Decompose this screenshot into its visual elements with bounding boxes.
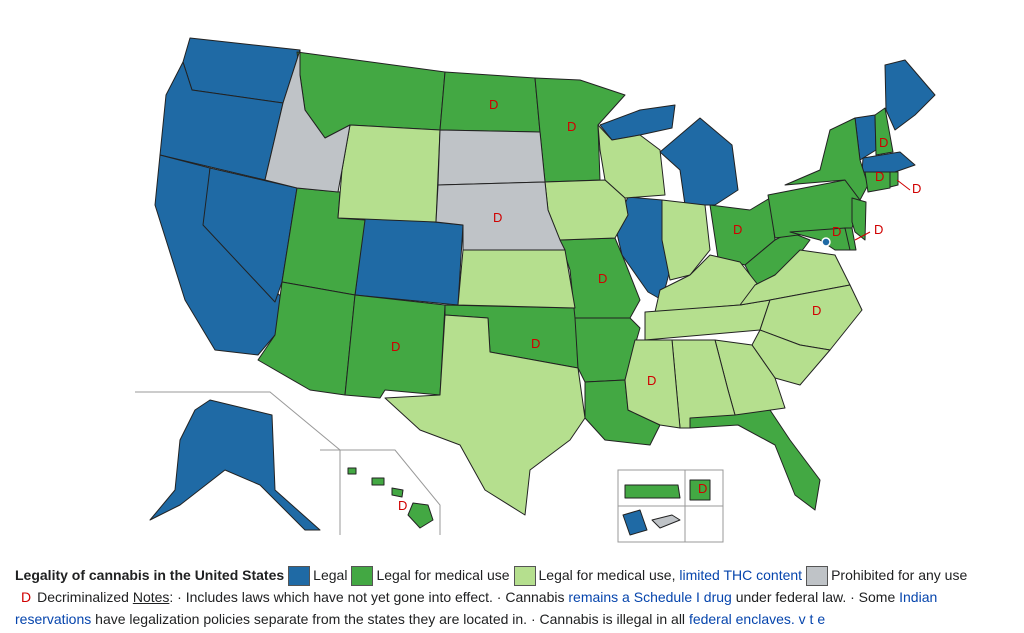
state-massachusetts[interactable] xyxy=(861,151,916,173)
decriminalized-marker-9: D xyxy=(879,135,888,150)
state-iowa[interactable] xyxy=(544,179,629,241)
decriminalized-marker-14: D xyxy=(698,481,707,496)
state-new-york[interactable] xyxy=(784,117,869,201)
state-mississippi[interactable] xyxy=(624,339,681,429)
state-rhode-island[interactable] xyxy=(889,171,899,188)
state-alaska[interactable] xyxy=(149,399,321,531)
decriminalized-marker-6: D xyxy=(647,373,656,388)
limited-thc-link[interactable]: limited THC content xyxy=(679,567,803,583)
decriminalized-marker-7: D xyxy=(812,303,821,318)
decriminalized-marker-4: D xyxy=(391,339,400,354)
legend-label-prohibited: Prohibited for any use xyxy=(831,567,968,583)
state-new-jersey[interactable] xyxy=(851,197,867,241)
inset-borders xyxy=(135,391,724,543)
decriminalized-marker-8: D xyxy=(733,222,742,237)
note-text-1: : · Includes laws which have not yet gon… xyxy=(169,589,569,606)
decriminalized-marker-5: D xyxy=(531,336,540,351)
legend-title: Legality of cannabis in the United State… xyxy=(15,567,285,583)
decriminalized-marker-0: D xyxy=(489,97,498,112)
decriminalized-markers: D D D D D D D D D D D D D D D D xyxy=(391,97,921,513)
note-text-2: under federal law. · Some xyxy=(731,589,900,606)
decriminalized-marker-symbol: D xyxy=(21,589,32,606)
state-new-hampshire[interactable] xyxy=(874,107,894,156)
callout-lines xyxy=(854,179,911,241)
legend-label-limited: Legal for medical use, xyxy=(538,567,680,583)
swatch-medical xyxy=(351,566,374,587)
state-nebraska[interactable] xyxy=(435,181,566,251)
decriminalized-marker-11: D xyxy=(912,181,921,196)
state-puerto-rico[interactable] xyxy=(622,509,648,536)
legend-label-medical: Legal for medical use xyxy=(376,567,510,583)
state-maryland[interactable] xyxy=(789,227,853,251)
state-florida[interactable] xyxy=(687,409,821,511)
swatch-limited-thc xyxy=(513,566,536,587)
state-colorado[interactable] xyxy=(354,214,464,306)
swatch-legal xyxy=(288,566,311,587)
state-michigan[interactable] xyxy=(659,117,739,206)
reservations-link[interactable]: reservations xyxy=(15,611,92,628)
note-text-end: . xyxy=(790,611,795,628)
federal-enclaves-link[interactable]: federal enclaves xyxy=(688,611,791,628)
state-texas[interactable] xyxy=(384,314,586,516)
legal-states xyxy=(149,37,936,536)
decriminalized-marker-1: D xyxy=(567,119,576,134)
note-text-3: have legalization policies separate from… xyxy=(91,611,689,628)
state-delaware[interactable] xyxy=(844,227,857,251)
state-kansas[interactable] xyxy=(457,249,576,309)
state-hawaii[interactable] xyxy=(407,502,434,529)
decriminalized-marker-15: D xyxy=(398,498,407,513)
decriminalized-marker-13: D xyxy=(832,224,841,239)
indian-link[interactable]: Indian xyxy=(899,589,938,606)
prohibited-states xyxy=(264,49,681,529)
state-missouri[interactable] xyxy=(559,237,641,319)
state-connecticut[interactable] xyxy=(864,171,891,193)
legend-label-legal: Legal xyxy=(313,567,348,583)
dc-marker[interactable] xyxy=(821,237,831,247)
state-puerto-rico-main[interactable] xyxy=(624,484,681,499)
decriminalized-marker-2: D xyxy=(493,210,502,225)
us-cannabis-map: D D D D D D D D D D D D D D D D xyxy=(135,37,936,543)
decriminalized-marker-12: D xyxy=(874,222,883,237)
state-usvi[interactable] xyxy=(689,479,711,501)
schedule-i-link[interactable]: remains a Schedule I drug xyxy=(568,589,732,606)
swatch-prohibited xyxy=(806,566,829,587)
state-wisconsin[interactable] xyxy=(597,124,666,199)
decriminalized-label: Decriminalized xyxy=(37,589,129,606)
state-hawaii-islands[interactable] xyxy=(347,467,404,498)
state-south-dakota[interactable] xyxy=(437,129,546,186)
territory-guam-samoa[interactable] xyxy=(651,514,681,529)
state-alabama[interactable] xyxy=(671,339,736,429)
decriminalized-marker-3: D xyxy=(598,271,607,286)
state-idaho[interactable] xyxy=(264,49,351,193)
medical-states xyxy=(257,51,899,529)
state-maine[interactable] xyxy=(884,59,936,131)
state-montana[interactable] xyxy=(296,51,446,139)
limited-thc-states xyxy=(337,124,863,516)
vte-links[interactable]: v t e xyxy=(798,611,826,628)
map-legend: Legality of cannabis in the United State… xyxy=(15,564,1019,630)
decriminalized-marker-10: D xyxy=(875,169,884,184)
state-wyoming[interactable] xyxy=(337,124,441,223)
notes-label: Notes xyxy=(132,589,170,606)
